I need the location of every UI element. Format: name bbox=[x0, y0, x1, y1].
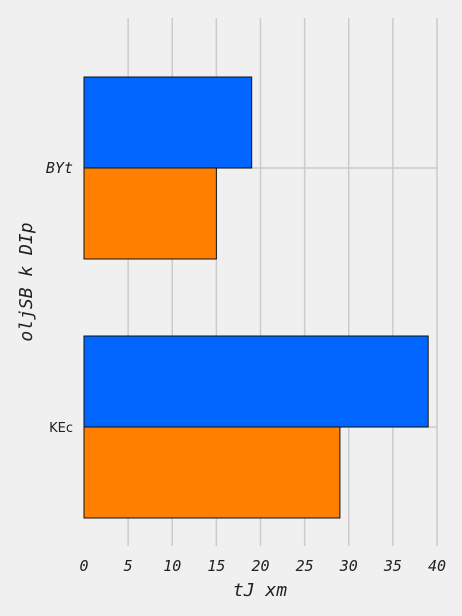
y-tick-labels: BYt KEc bbox=[46, 159, 73, 436]
x-tick-label: 15 bbox=[207, 557, 225, 575]
y-tick-label: BYt bbox=[46, 159, 73, 177]
x-tick-label: 35 bbox=[383, 557, 402, 575]
bar-BYt-series1 bbox=[83, 76, 253, 169]
x-tick-labels: 0 5 10 15 20 25 30 35 40 bbox=[79, 557, 446, 575]
x-tick-label: 0 bbox=[79, 557, 88, 575]
bar-KEc-series2 bbox=[83, 426, 341, 519]
x-tick-label: 25 bbox=[296, 557, 314, 575]
bars bbox=[83, 76, 429, 519]
x-axis-label: tJ xm bbox=[233, 580, 287, 601]
x-tick-label: 10 bbox=[163, 557, 181, 575]
bar-BYt-series2 bbox=[83, 167, 217, 260]
y-axis-label: oljSB k DIp bbox=[16, 222, 37, 341]
x-tick-label: 30 bbox=[339, 557, 358, 575]
x-tick-label: 40 bbox=[428, 557, 446, 575]
y-tick-label: KEc bbox=[49, 421, 73, 436]
bar-KEc-series1 bbox=[83, 335, 429, 428]
x-tick-label: 5 bbox=[124, 557, 133, 575]
x-tick-label: 20 bbox=[251, 557, 269, 575]
